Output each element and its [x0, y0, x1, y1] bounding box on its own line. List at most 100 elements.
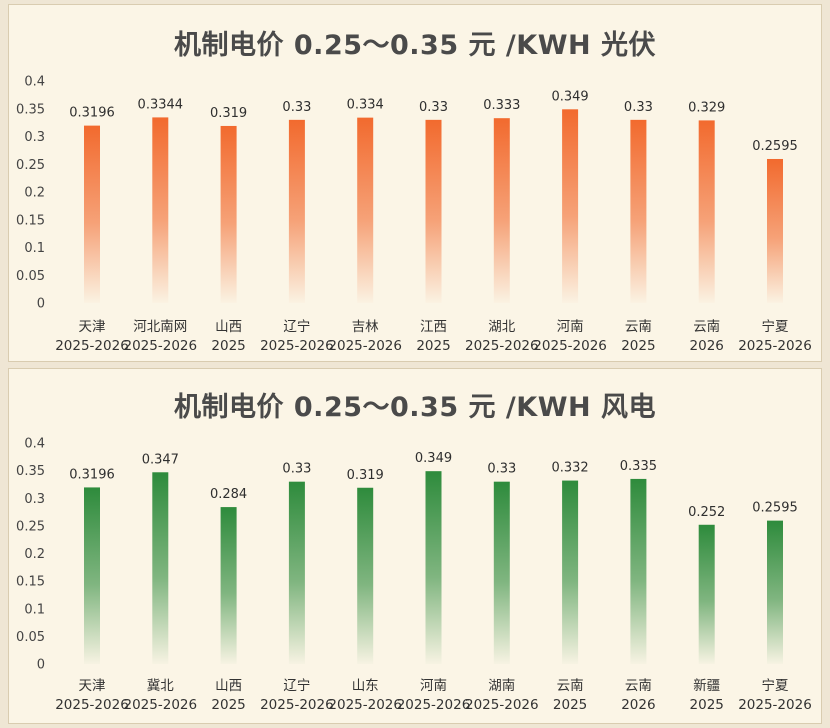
wind-data-label: 0.2595 — [752, 501, 798, 516]
wind-category-label: 河南 — [420, 678, 447, 694]
wind-category-period-label: 2025-2026 — [465, 697, 539, 713]
solar-y-tick-label: 0.15 — [16, 213, 45, 228]
solar-bar — [698, 120, 715, 303]
wind-category-period-label: 2025-2026 — [328, 697, 402, 713]
solar-data-label: 0.3196 — [69, 106, 115, 121]
wind-data-label: 0.33 — [282, 462, 311, 477]
wind-y-tick-label: 0 — [37, 658, 45, 673]
wind-bar — [357, 487, 374, 664]
solar-category-label: 宁夏 — [762, 318, 790, 335]
wind-category-label: 湖南 — [488, 678, 515, 694]
wind-data-label: 0.335 — [620, 459, 657, 474]
solar-chart-svg: 0 0.05 0.1 0.15 0.2 0.25 0.3 0.35 0.4 0.3196 天津 202… — [16, 75, 812, 355]
wind-y-tick-label: 0.25 — [16, 519, 45, 534]
wind-bar — [425, 471, 442, 664]
wind-bar — [220, 507, 237, 664]
wind-data-label: 0.332 — [551, 461, 588, 476]
wind-y-tick-label: 0.1 — [24, 602, 45, 617]
wind-bar — [152, 472, 169, 664]
solar-y-tick-label: 0.25 — [16, 158, 45, 173]
wind-data-label: 0.33 — [487, 462, 516, 477]
wind-y-tick-label: 0.05 — [16, 630, 45, 645]
solar-category-label: 江西 — [420, 319, 447, 335]
wind-category-period-label: 2025-2026 — [124, 697, 198, 713]
solar-category-period-label: 2025-2026 — [533, 338, 607, 354]
solar-category-period-label: 2025-2026 — [738, 338, 812, 354]
solar-data-label: 0.2595 — [752, 139, 798, 154]
solar-y-tick-label: 0.05 — [16, 269, 45, 284]
solar-category-label: 天津 — [79, 319, 106, 335]
solar-category-label: 山西 — [215, 319, 242, 335]
solar-y-tick-label: 0.2 — [24, 186, 45, 201]
solar-bar — [357, 117, 374, 303]
wind-y-tick-label: 0.3 — [24, 492, 45, 507]
wind-data-label: 0.284 — [210, 487, 247, 502]
solar-bar — [288, 119, 305, 303]
solar-category-period-label: 2025 — [211, 338, 245, 354]
solar-bar — [630, 119, 647, 303]
wind-bar — [562, 480, 579, 664]
solar-bar — [562, 109, 579, 304]
solar-category-label: 河北南网 — [133, 319, 187, 335]
wind-category-label: 山西 — [215, 678, 242, 694]
wind-category-period-label: 2026 — [621, 697, 655, 713]
wind-y-tick-label: 0.4 — [24, 437, 45, 452]
wind-data-label: 0.349 — [415, 451, 452, 466]
wind-category-label: 冀北 — [147, 678, 174, 694]
wind-y-tick-label: 0.2 — [24, 547, 45, 562]
wind-category-label: 山东 — [352, 678, 379, 694]
solar-data-label: 0.3344 — [138, 97, 184, 112]
solar-bar — [425, 119, 442, 303]
wind-category-label: 天津 — [79, 678, 106, 694]
solar-y-tick-label: 0.35 — [16, 102, 45, 117]
solar-y-tick-label: 0 — [37, 297, 45, 312]
wind-data-label: 0.252 — [688, 505, 725, 520]
solar-category-label: 吉林 — [352, 319, 379, 335]
wind-category-period-label: 2025-2026 — [738, 697, 812, 713]
solar-y-tick-label: 0.1 — [24, 241, 45, 256]
solar-data-label: 0.349 — [551, 89, 588, 104]
solar-category-period-label: 2025 — [621, 338, 655, 354]
solar-data-label: 0.333 — [483, 98, 520, 113]
wind-bar — [767, 520, 783, 664]
solar-category-label: 河南 — [557, 319, 584, 335]
solar-chart-title: 机制电价 0.25～0.35 元 /KWH 光伏 — [174, 30, 656, 61]
solar-category-period-label: 2025 — [416, 338, 450, 354]
solar-category-label: 云南 — [693, 319, 720, 335]
solar-category-period-label: 2025-2026 — [260, 338, 334, 354]
wind-data-label: 0.3196 — [69, 467, 115, 482]
solar-category-period-label: 2025-2026 — [465, 338, 539, 354]
solar-category-label: 辽宁 — [283, 318, 310, 335]
wind-category-label: 新疆 — [693, 678, 720, 694]
wind-chart-title: 机制电价 0.25～0.35 元 /KWH 风电 — [174, 392, 656, 423]
wind-category-label: 辽宁 — [283, 677, 310, 694]
wind-category-period-label: 2025-2026 — [55, 697, 129, 713]
solar-category-period-label: 2026 — [690, 338, 724, 354]
solar-bar — [84, 125, 100, 303]
wind-chart-svg: 0 0.05 0.1 0.15 0.2 0.25 0.3 0.35 0.4 0.3196 天津 202… — [16, 437, 812, 714]
wind-category-period-label: 2025 — [690, 697, 724, 713]
wind-category-label: 宁夏 — [762, 677, 790, 694]
solar-data-label: 0.319 — [210, 106, 247, 121]
solar-category-label: 云南 — [625, 319, 652, 335]
solar-bar — [152, 117, 169, 304]
wind-category-period-label: 2025-2026 — [260, 697, 334, 713]
solar-bar — [767, 158, 783, 303]
solar-category-period-label: 2025-2026 — [55, 338, 129, 354]
wind-category-label: 云南 — [625, 678, 652, 694]
solar-category-label: 湖北 — [488, 319, 515, 335]
wind-category-period-label: 2025 — [553, 697, 587, 713]
solar-y-tick-label: 0.4 — [24, 75, 45, 90]
wind-category-label: 云南 — [557, 678, 584, 694]
solar-chart-panel: 机制电价 0.25～0.35 元 /KWH 光伏 0 0.05 0.1 0.15 0.2… — [8, 4, 822, 362]
wind-bar — [630, 478, 647, 664]
wind-bar — [84, 487, 100, 664]
wind-bar — [493, 481, 510, 664]
wind-bar — [288, 481, 305, 664]
wind-data-label: 0.319 — [347, 468, 384, 483]
solar-y-tick-label: 0.3 — [24, 130, 45, 145]
wind-y-tick-label: 0.35 — [16, 464, 45, 479]
wind-chart-panel: 机制电价 0.25～0.35 元 /KWH 风电 0 0.05 0.1 0.15 0.2… — [8, 368, 822, 724]
wind-bar — [698, 524, 715, 664]
solar-data-label: 0.329 — [688, 100, 725, 115]
